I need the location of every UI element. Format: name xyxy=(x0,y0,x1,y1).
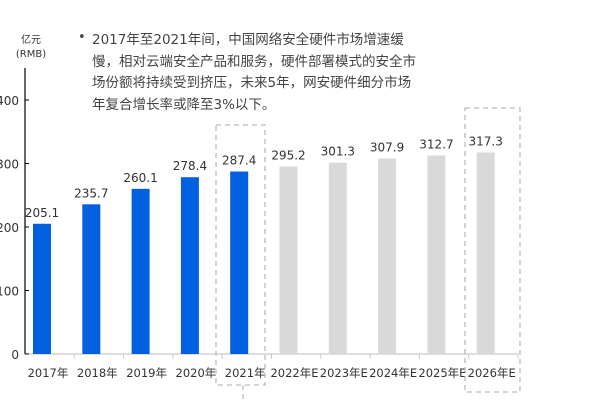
y-tick-label: 0 xyxy=(11,348,19,362)
bar-2026年E xyxy=(476,152,495,354)
y-tick-label: 300 xyxy=(0,158,19,172)
y-axis-label: 亿元 (RMB) xyxy=(8,34,54,62)
bar-2021年 xyxy=(230,171,249,354)
value-label: 205.1 xyxy=(25,206,59,220)
bar-2018年 xyxy=(82,204,101,354)
chart-note: 2017年至2021年间，中国网络安全硬件市场增速缓慢，相对云端安全产品和服务，… xyxy=(92,32,416,113)
x-tick-label: 2024年E xyxy=(369,366,417,380)
y-tick-label: 400 xyxy=(0,94,19,108)
bar-2025年E xyxy=(427,155,446,354)
x-tick-label: 2022年E xyxy=(270,366,318,380)
y-axis-unit: 亿元 xyxy=(21,35,41,46)
bar-2024年E xyxy=(378,158,397,354)
value-label: 312.7 xyxy=(419,137,453,151)
x-tick-label: 2020年 xyxy=(176,366,217,380)
value-label: 260.1 xyxy=(123,171,157,185)
x-tick-label: 2023年E xyxy=(320,366,368,380)
x-tick-label: 2026年E xyxy=(468,366,516,380)
highlight-box-2021 xyxy=(215,124,266,386)
value-label: 287.4 xyxy=(222,154,256,168)
highlight-box-2026 xyxy=(464,107,521,393)
bullet: • xyxy=(78,30,86,45)
y-tick-label: 200 xyxy=(0,221,19,235)
x-tick-label: 2025年E xyxy=(418,366,466,380)
value-label: 317.3 xyxy=(469,135,503,149)
bar-2022年E xyxy=(279,166,298,354)
x-tick-label: 2021年 xyxy=(225,366,266,380)
value-label: 307.9 xyxy=(370,140,404,154)
y-axis-currency: (RMB) xyxy=(15,49,47,60)
bar-2020年 xyxy=(180,177,199,354)
y-tick-label: 100 xyxy=(0,285,19,299)
x-tick-label: 2017年 xyxy=(28,366,69,380)
bar-2023年E xyxy=(328,162,347,354)
value-label: 295.2 xyxy=(271,149,305,163)
value-label: 301.3 xyxy=(321,145,355,159)
value-label: 235.7 xyxy=(74,186,108,200)
value-label: 278.4 xyxy=(173,159,207,173)
bar-2019年 xyxy=(131,188,150,354)
x-tick-label: 2018年 xyxy=(77,366,118,380)
x-tick-label: 2019年 xyxy=(126,366,167,380)
bar-2017年 xyxy=(33,223,51,354)
